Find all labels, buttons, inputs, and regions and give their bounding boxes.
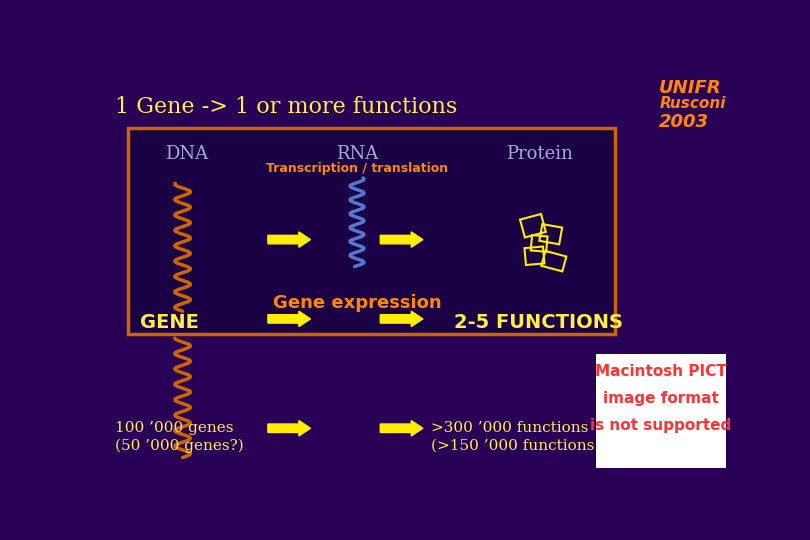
FancyArrow shape [380, 311, 423, 327]
Text: DNA: DNA [165, 145, 208, 163]
Text: 100 ’000 genes
(50 ’000 genes?): 100 ’000 genes (50 ’000 genes?) [115, 421, 244, 454]
FancyArrow shape [380, 232, 423, 247]
Bar [128, 128, 615, 334]
FancyArrow shape [268, 311, 310, 327]
Text: UNIFR: UNIFR [659, 79, 722, 97]
FancyArrow shape [380, 421, 423, 436]
Text: Transcription / translation: Transcription / translation [266, 162, 448, 175]
Text: GENE: GENE [140, 313, 199, 332]
Text: RNA: RNA [336, 145, 378, 163]
Text: 2003: 2003 [659, 112, 710, 131]
Text: Rusconi: Rusconi [659, 96, 726, 111]
Text: 2-5 FUNCTIONS: 2-5 FUNCTIONS [454, 313, 623, 332]
Text: Macintosh PICT
image format
is not supported: Macintosh PICT image format is not suppo… [590, 363, 731, 433]
Text: >300 ’000 functions
(>150 ’000 functions: >300 ’000 functions (>150 ’000 functions [431, 421, 594, 453]
Text: Gene expression: Gene expression [273, 294, 441, 312]
Text: 1 Gene -> 1 or more functions: 1 Gene -> 1 or more functions [115, 96, 458, 118]
FancyArrow shape [268, 232, 310, 247]
Bar [595, 354, 726, 468]
FancyArrow shape [268, 421, 310, 436]
Text: Protein: Protein [505, 145, 573, 163]
